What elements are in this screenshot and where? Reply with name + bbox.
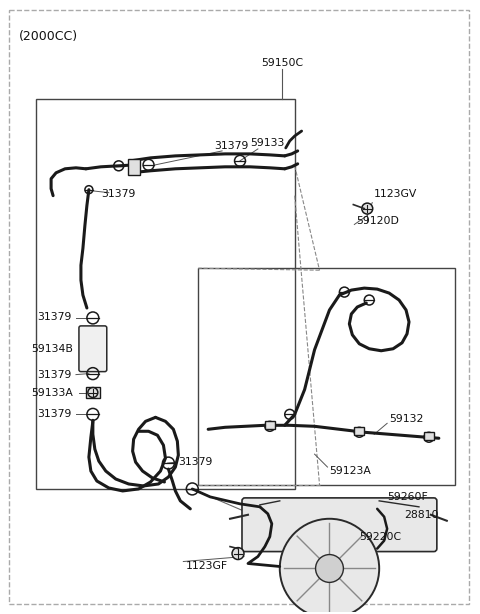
Text: 59133: 59133 <box>250 138 284 148</box>
Text: 31379: 31379 <box>37 370 72 379</box>
Circle shape <box>315 554 343 583</box>
Text: 59220C: 59220C <box>360 532 401 542</box>
Text: 1123GF: 1123GF <box>185 561 228 572</box>
Text: 59134B: 59134B <box>31 344 73 354</box>
Text: 31379: 31379 <box>37 410 72 419</box>
FancyBboxPatch shape <box>242 498 437 551</box>
Bar <box>354 427 364 435</box>
Text: (2000CC): (2000CC) <box>19 29 78 42</box>
Bar <box>424 432 434 440</box>
Text: 1123GV: 1123GV <box>374 188 418 199</box>
Text: 28810: 28810 <box>404 510 439 520</box>
Text: 59120D: 59120D <box>356 216 399 225</box>
Circle shape <box>362 203 373 214</box>
Bar <box>128 159 140 175</box>
Text: 59260F: 59260F <box>387 492 428 502</box>
Text: 31379: 31379 <box>37 312 72 322</box>
Text: 59132: 59132 <box>389 414 423 424</box>
Circle shape <box>88 387 98 397</box>
Circle shape <box>280 519 379 614</box>
Circle shape <box>232 548 244 559</box>
Bar <box>86 387 100 398</box>
Text: 59133A: 59133A <box>31 387 73 397</box>
Text: 31379: 31379 <box>179 457 213 467</box>
Text: 31379: 31379 <box>214 141 249 151</box>
Text: 59123A: 59123A <box>329 466 372 476</box>
Text: 31379: 31379 <box>101 188 135 199</box>
Text: 59150C: 59150C <box>261 58 303 68</box>
Bar <box>265 421 275 429</box>
FancyBboxPatch shape <box>79 326 107 371</box>
